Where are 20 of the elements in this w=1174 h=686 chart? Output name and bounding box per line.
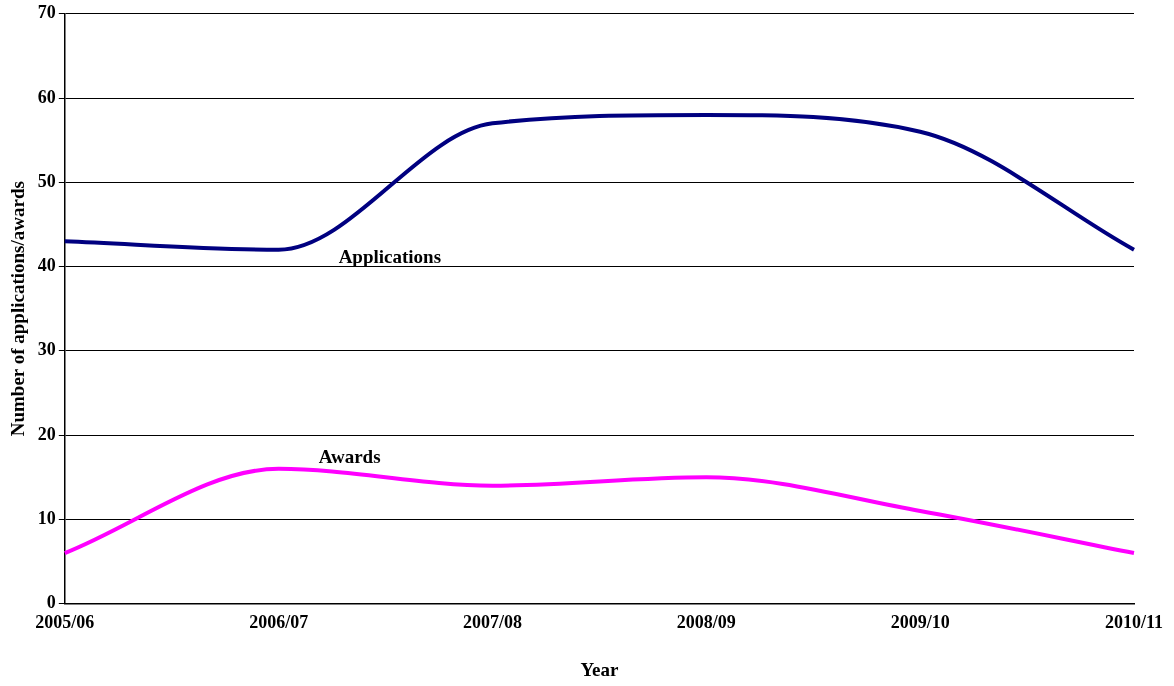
x-tick-label: 2005/06 [35,612,95,633]
x-tick-label: 2007/08 [462,612,522,633]
line-series [62,466,1136,556]
y-tick-label: 70 [37,2,56,23]
y-tick-label: 20 [37,423,56,444]
y-tick-label: 0 [46,592,56,613]
y-axis-title: Number of applications/awards [7,181,29,437]
y-tick-label: 10 [37,508,56,528]
x-axis-title: Year [580,658,619,680]
y-tick-label: 30 [37,339,56,360]
x-tick-label: 2009/10 [890,612,950,633]
x-tick-label: 2010/11 [1104,612,1164,633]
series-label: Awards [318,445,381,467]
series-label: Applications [338,245,442,267]
y-tick-label: 60 [37,86,56,107]
x-tick-label: 2008/09 [676,612,736,633]
y-tick-label: 40 [37,255,56,276]
y-tick-label: 50 [37,170,56,191]
x-tick-label: 2006/07 [249,612,309,633]
line-series [62,112,1136,252]
